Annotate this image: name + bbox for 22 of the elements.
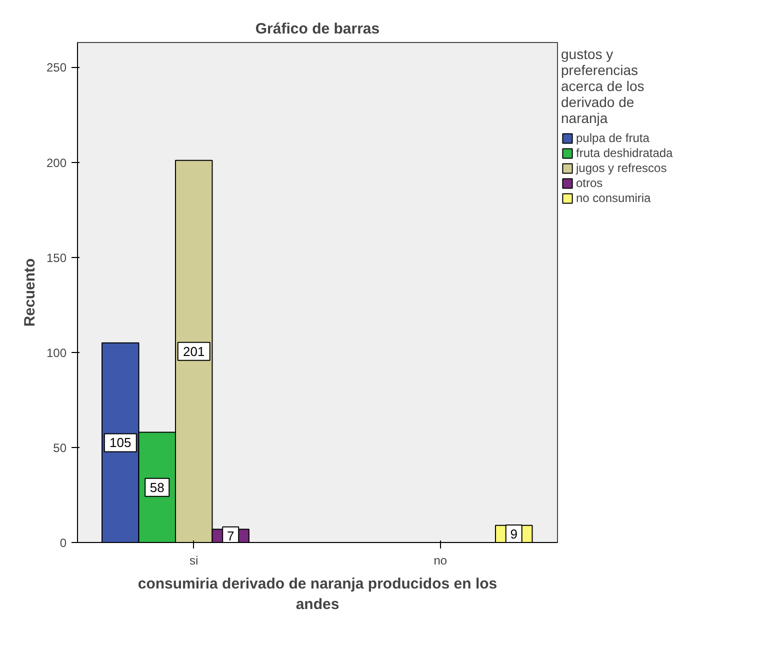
legend-label: fruta deshidratada xyxy=(576,146,673,160)
y-tick-label: 250 xyxy=(46,60,67,75)
y-tick-label: 150 xyxy=(46,250,67,265)
y-tick-label: 0 xyxy=(60,536,67,550)
data-label: 7 xyxy=(226,528,234,544)
x-tick-label: si xyxy=(190,554,198,568)
legend-label: otros xyxy=(576,176,603,190)
data-label: 58 xyxy=(150,480,164,495)
legend-label: no consumiria xyxy=(576,191,651,205)
y-tick-label: 200 xyxy=(46,156,67,170)
y-axis-title: Recuento xyxy=(21,258,38,327)
y-tick-label: 50 xyxy=(53,440,67,455)
chart-title: Gráfico de barras xyxy=(255,20,380,38)
legend-label: pulpa de fruta xyxy=(576,131,650,145)
data-label: 201 xyxy=(183,344,205,359)
legend-label: jugos y refrescos xyxy=(576,161,667,175)
legend-title: gustos y preferencias acerca de los derivado de naranja xyxy=(561,46,646,126)
data-label: 105 xyxy=(110,435,132,450)
x-tick-label: no xyxy=(434,554,448,568)
x-axis-title: consumiria derivado de naranja producidos en los andes xyxy=(138,576,498,613)
y-tick-label: 100 xyxy=(46,346,67,360)
data-label: 9 xyxy=(510,526,518,542)
